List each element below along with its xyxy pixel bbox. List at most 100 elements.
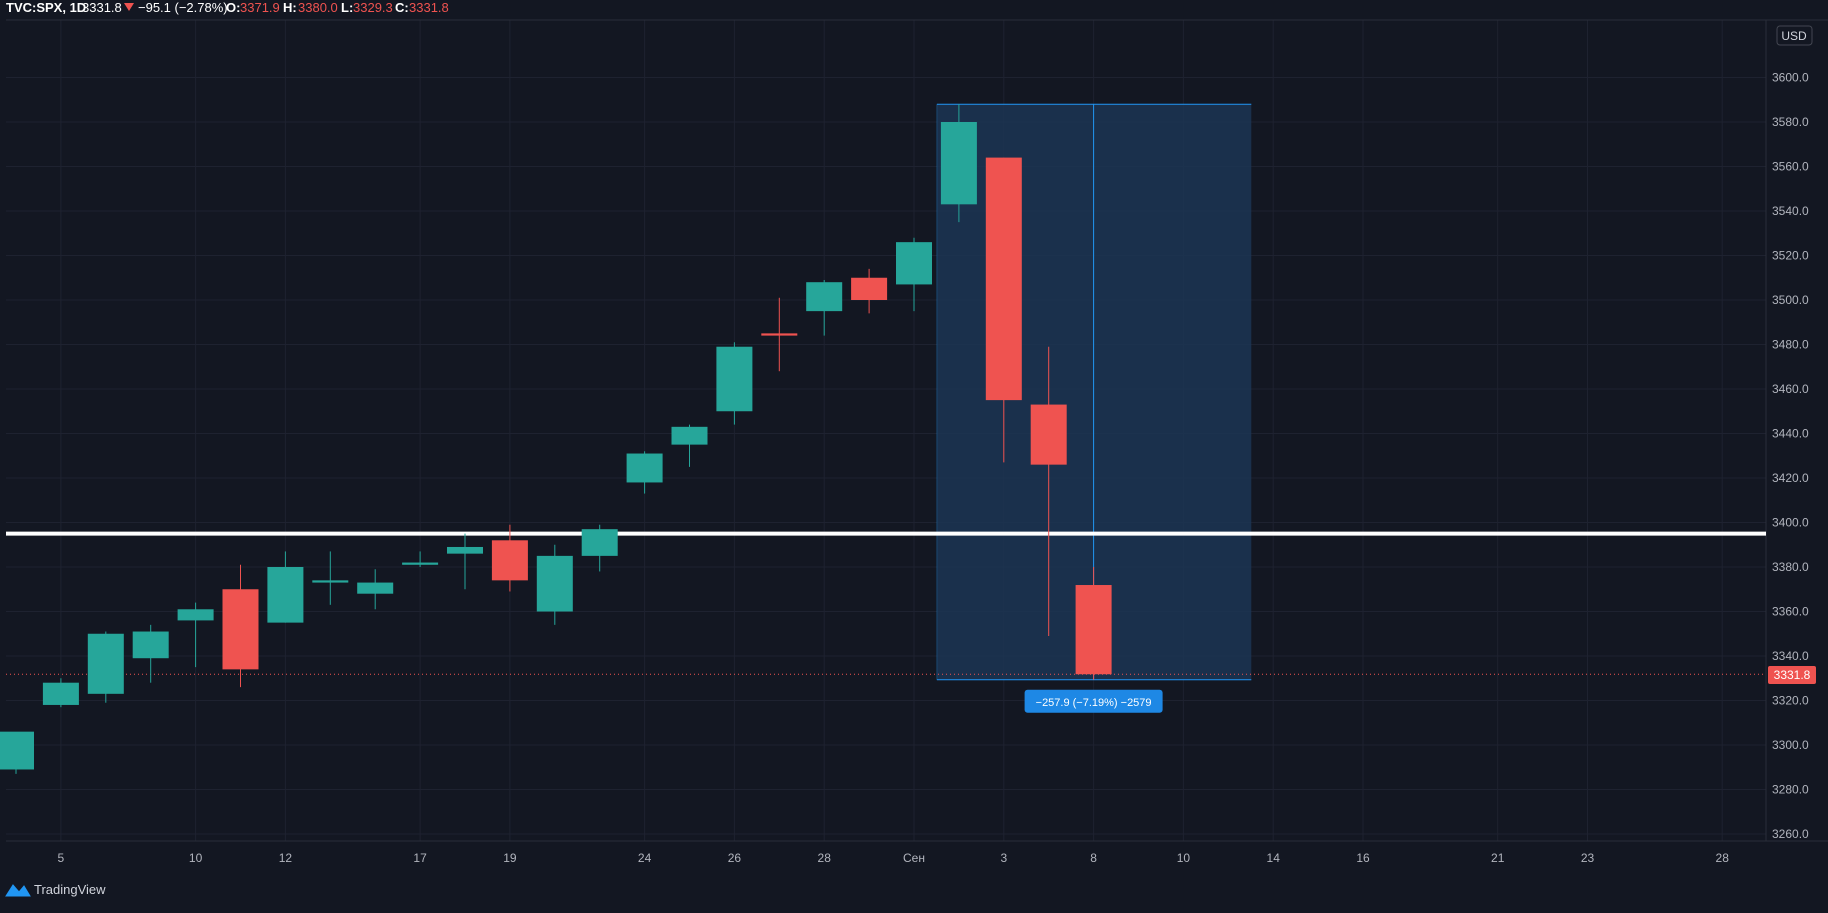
candle-body <box>447 546 483 554</box>
candle-down[interactable] <box>491 524 528 592</box>
time-tick-label: 12 <box>279 851 293 865</box>
price-tick-label: 3440.0 <box>1772 427 1809 441</box>
price-tick-label: 3300.0 <box>1772 738 1809 752</box>
legend-close-value: 3331.8 <box>409 0 449 15</box>
price-tick-label: 3340.0 <box>1772 649 1809 663</box>
legend-last-price: 3331.8 <box>82 0 122 15</box>
legend-high-label: H: <box>283 0 297 15</box>
legend-open-label: O: <box>226 0 240 15</box>
time-tick-label: 28 <box>1716 851 1730 865</box>
candle-up[interactable] <box>0 731 34 774</box>
legend-symbol: TVC:SPX, 1D <box>6 0 86 15</box>
candle-up[interactable] <box>87 631 124 703</box>
candle-down[interactable] <box>1075 567 1112 680</box>
candle-up[interactable] <box>716 342 753 425</box>
candle-body <box>671 426 708 445</box>
candle-body <box>312 580 349 583</box>
candle-up[interactable] <box>671 424 708 467</box>
time-tick-label: 21 <box>1491 851 1505 865</box>
time-tick-label: 8 <box>1090 851 1097 865</box>
measure-label: −257.9 (−7.19%) −2579 <box>1024 689 1163 713</box>
candle-body <box>716 346 753 412</box>
price-tick-label: 3500.0 <box>1772 293 1809 307</box>
candle-body <box>985 157 1022 401</box>
candle-body <box>402 562 439 565</box>
legend-close-label: C: <box>395 0 409 15</box>
candle-up[interactable] <box>806 279 843 336</box>
time-tick-label: 19 <box>503 851 517 865</box>
candle-body <box>87 633 124 694</box>
candle-up[interactable] <box>177 602 214 668</box>
candle-body <box>42 682 79 705</box>
candle-body <box>267 567 304 623</box>
time-tick-label: 28 <box>818 851 832 865</box>
candle-down[interactable] <box>851 268 888 314</box>
candle-body <box>491 540 528 581</box>
legend-high-value: 3380.0 <box>298 0 338 15</box>
time-tick-label: 17 <box>413 851 427 865</box>
candle-up[interactable] <box>132 624 169 683</box>
candle-body <box>1030 404 1067 465</box>
legend-low-value: 3329.3 <box>353 0 393 15</box>
price-tick-label: 3360.0 <box>1772 605 1809 619</box>
candle-up[interactable] <box>357 569 394 610</box>
candle-body <box>806 282 843 312</box>
tradingview-branding[interactable]: TradingView <box>5 882 106 897</box>
candle-body <box>357 582 394 594</box>
last-price-axis-label: 3331.8 <box>1768 666 1816 684</box>
candle-body <box>177 609 214 621</box>
candle-up[interactable] <box>896 237 932 312</box>
candle-up[interactable] <box>536 544 573 625</box>
candles <box>0 104 1112 774</box>
measure-label-text: −257.9 (−7.19%) −2579 <box>1036 697 1152 709</box>
candle-up[interactable] <box>581 524 618 572</box>
candle-down[interactable] <box>985 157 1022 463</box>
legend-low-label: L: <box>341 0 353 15</box>
time-tick-label: 26 <box>728 851 742 865</box>
candle-down[interactable] <box>222 564 259 688</box>
candle-body <box>761 333 798 336</box>
price-tick-label: 3580.0 <box>1772 115 1809 129</box>
candle-body <box>0 731 34 770</box>
candle-body <box>222 589 259 670</box>
candle-up[interactable] <box>42 678 79 708</box>
time-tick-label: 16 <box>1356 851 1370 865</box>
candle-body <box>1075 585 1112 675</box>
candle-up[interactable] <box>267 551 304 623</box>
time-tick-label: 14 <box>1267 851 1281 865</box>
candle-up[interactable] <box>626 451 663 494</box>
triangle-down-icon <box>124 3 134 11</box>
time-tick-label: 24 <box>638 851 652 865</box>
tradingview-logo-icon <box>5 884 31 897</box>
candle-body <box>896 242 932 285</box>
price-tick-label: 3280.0 <box>1772 783 1809 797</box>
candle-body <box>132 631 169 659</box>
candle-up[interactable] <box>402 551 439 567</box>
price-tick-label: 3400.0 <box>1772 516 1809 530</box>
candle-body <box>581 529 618 556</box>
time-tick-label: 10 <box>1177 851 1191 865</box>
candle-down[interactable] <box>1030 346 1067 636</box>
time-tick-label: 23 <box>1581 851 1595 865</box>
currency-button-label: USD <box>1781 29 1807 43</box>
currency-button[interactable]: USD <box>1776 25 1813 46</box>
candle-up[interactable] <box>940 104 977 223</box>
legend-change: −95.1 (−2.78%) <box>138 0 228 15</box>
price-tick-label: 3460.0 <box>1772 382 1809 396</box>
price-tick-label: 3420.0 <box>1772 471 1809 485</box>
candle-up[interactable] <box>447 533 483 590</box>
time-tick-label: 10 <box>189 851 203 865</box>
candle-body <box>626 453 663 483</box>
legend: TVC:SPX, 1D 3331.8 −95.1 (−2.78%) O: 337… <box>6 0 449 15</box>
price-tick-label: 3260.0 <box>1772 827 1809 841</box>
candle-down[interactable] <box>761 297 798 372</box>
candle-body <box>851 277 888 300</box>
candle-body <box>940 122 977 205</box>
price-tick-label: 3560.0 <box>1772 160 1809 174</box>
price-tick-label: 3380.0 <box>1772 560 1809 574</box>
legend-open-value: 3371.9 <box>240 0 280 15</box>
candle-up[interactable] <box>312 551 349 605</box>
